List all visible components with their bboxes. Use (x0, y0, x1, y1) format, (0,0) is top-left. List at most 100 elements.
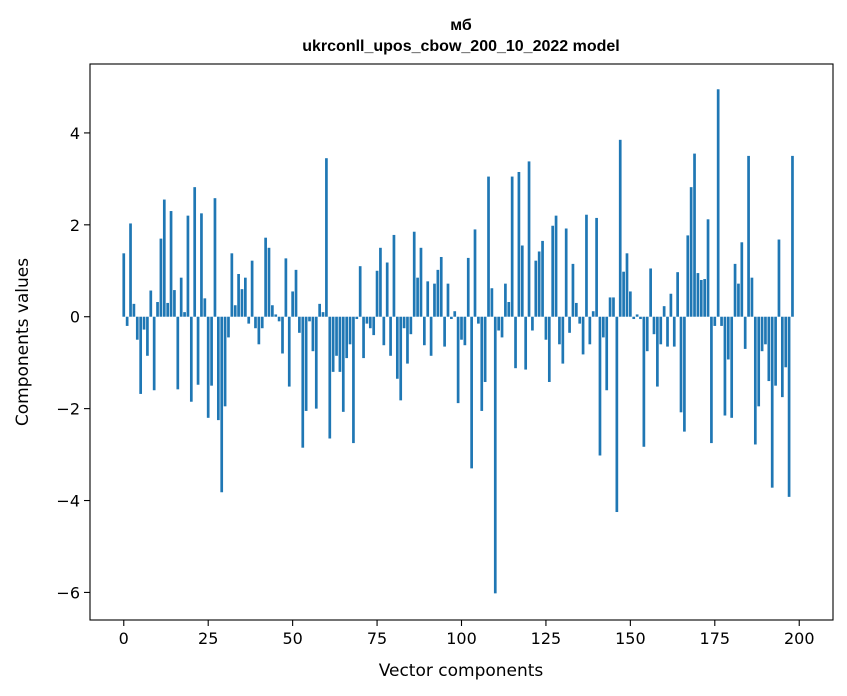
bar-143 (605, 316, 609, 391)
bar-41 (260, 316, 264, 329)
x-tick-label: 150 (615, 629, 646, 648)
bar-196 (784, 316, 788, 368)
bar-27 (213, 198, 217, 317)
bar-161 (666, 316, 669, 347)
bar-176 (716, 89, 720, 317)
bar-15 (173, 290, 176, 317)
x-tick-label: 50 (282, 629, 302, 648)
bar-163 (672, 316, 676, 347)
bar-11 (159, 238, 163, 317)
bar-112 (500, 316, 504, 338)
bar-54 (304, 316, 308, 411)
chart-title: мб (450, 17, 472, 34)
bar-84 (406, 316, 409, 364)
bar-120 (527, 161, 531, 317)
bar-155 (645, 316, 649, 352)
bar-82 (399, 316, 403, 401)
bar-184 (743, 316, 747, 349)
bar-100 (460, 316, 463, 340)
bar-145 (612, 297, 615, 317)
bar-149 (625, 253, 629, 317)
bar-193 (774, 316, 777, 386)
bar-63 (335, 316, 338, 356)
bar-14 (169, 211, 173, 317)
bar-81 (395, 316, 399, 379)
bar-158 (656, 316, 659, 387)
bar-113 (504, 283, 507, 317)
bar-133 (571, 263, 575, 317)
bar-86 (412, 231, 416, 317)
bar-65 (341, 316, 345, 412)
bar-157 (652, 316, 656, 335)
bar-33 (233, 305, 237, 317)
bar-66 (345, 316, 349, 359)
bar-40 (257, 316, 261, 345)
bar-170 (696, 273, 700, 317)
x-tick-label: 25 (198, 629, 218, 648)
bar-46 (277, 316, 281, 322)
y-axis-label: Components values (13, 258, 33, 426)
bar-24 (203, 298, 207, 317)
bar-2 (129, 223, 132, 317)
bar-119 (524, 316, 528, 370)
bar-102 (466, 257, 470, 317)
bar-36 (244, 277, 247, 317)
bar-122 (534, 260, 538, 317)
bar-6 (142, 316, 146, 330)
bar-70 (358, 266, 362, 317)
bar-154 (642, 316, 646, 447)
bar-131 (564, 228, 568, 317)
y-tick-label: 2 (70, 216, 80, 235)
bar-69 (355, 316, 359, 320)
bar-83 (402, 316, 406, 329)
bar-17 (179, 277, 183, 317)
bar-38 (250, 260, 254, 317)
bar-104 (473, 229, 477, 317)
bar-43 (267, 247, 271, 317)
bar-153 (639, 316, 642, 320)
bar-180 (730, 316, 734, 418)
bar-87 (416, 277, 419, 317)
bar-57 (314, 316, 318, 409)
y-tick-label: 0 (70, 308, 80, 327)
bar-60 (325, 158, 328, 317)
bar-130 (561, 316, 565, 364)
bar-181 (733, 263, 737, 317)
x-tick-label: 200 (784, 629, 815, 648)
bar-21 (193, 187, 197, 317)
bar-189 (760, 316, 764, 352)
bar-90 (426, 281, 430, 317)
bar-47 (281, 316, 284, 354)
bar-79 (389, 316, 392, 356)
bar-169 (693, 153, 696, 317)
bar-136 (581, 316, 585, 355)
bar-96 (446, 283, 450, 317)
bar-94 (439, 256, 443, 317)
bar-114 (507, 302, 511, 317)
bar-45 (274, 314, 278, 317)
bar-116 (514, 316, 517, 369)
plot-frame (89, 63, 834, 621)
bar-142 (601, 316, 605, 338)
bar-105 (477, 316, 480, 324)
bar-115 (510, 176, 514, 317)
bar-50 (291, 291, 294, 317)
bar-3 (132, 303, 136, 317)
bar-164 (676, 272, 679, 317)
y-axis-ticks: −6 −4 −2 0 2 4 (56, 124, 90, 602)
y-tick-label: 4 (70, 124, 80, 143)
x-axis-ticks: 0 25 50 75 100 125 150 175 200 (119, 620, 815, 648)
bar-78 (385, 262, 389, 317)
bar-159 (659, 316, 663, 345)
bar-34 (237, 273, 240, 317)
bar-111 (497, 316, 500, 331)
bar-1 (125, 316, 129, 326)
bar-125 (544, 316, 548, 340)
bar-73 (368, 316, 372, 329)
bar-16 (176, 316, 180, 390)
bar-140 (595, 217, 598, 317)
bar-97 (450, 316, 453, 320)
bar-64 (338, 316, 342, 372)
bar-129 (558, 316, 561, 345)
